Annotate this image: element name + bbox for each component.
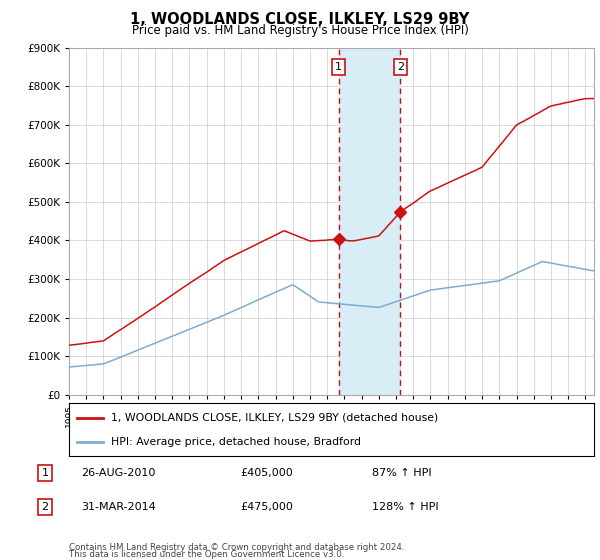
Text: 2: 2 xyxy=(41,502,49,512)
Text: 1, WOODLANDS CLOSE, ILKLEY, LS29 9BY: 1, WOODLANDS CLOSE, ILKLEY, LS29 9BY xyxy=(130,12,470,27)
Text: This data is licensed under the Open Government Licence v3.0.: This data is licensed under the Open Gov… xyxy=(69,550,344,559)
Text: HPI: Average price, detached house, Bradford: HPI: Average price, detached house, Brad… xyxy=(111,437,361,447)
Text: Price paid vs. HM Land Registry's House Price Index (HPI): Price paid vs. HM Land Registry's House … xyxy=(131,24,469,36)
Text: £405,000: £405,000 xyxy=(240,468,293,478)
Text: 2: 2 xyxy=(397,62,404,72)
Text: Contains HM Land Registry data © Crown copyright and database right 2024.: Contains HM Land Registry data © Crown c… xyxy=(69,543,404,552)
Text: 1: 1 xyxy=(335,62,342,72)
Text: 31-MAR-2014: 31-MAR-2014 xyxy=(81,502,156,512)
Text: 1: 1 xyxy=(41,468,49,478)
Text: 1, WOODLANDS CLOSE, ILKLEY, LS29 9BY (detached house): 1, WOODLANDS CLOSE, ILKLEY, LS29 9BY (de… xyxy=(111,413,438,423)
Text: 128% ↑ HPI: 128% ↑ HPI xyxy=(372,502,439,512)
Text: 26-AUG-2010: 26-AUG-2010 xyxy=(81,468,155,478)
Bar xyxy=(338,48,400,395)
Text: £475,000: £475,000 xyxy=(240,502,293,512)
Text: 87% ↑ HPI: 87% ↑ HPI xyxy=(372,468,431,478)
